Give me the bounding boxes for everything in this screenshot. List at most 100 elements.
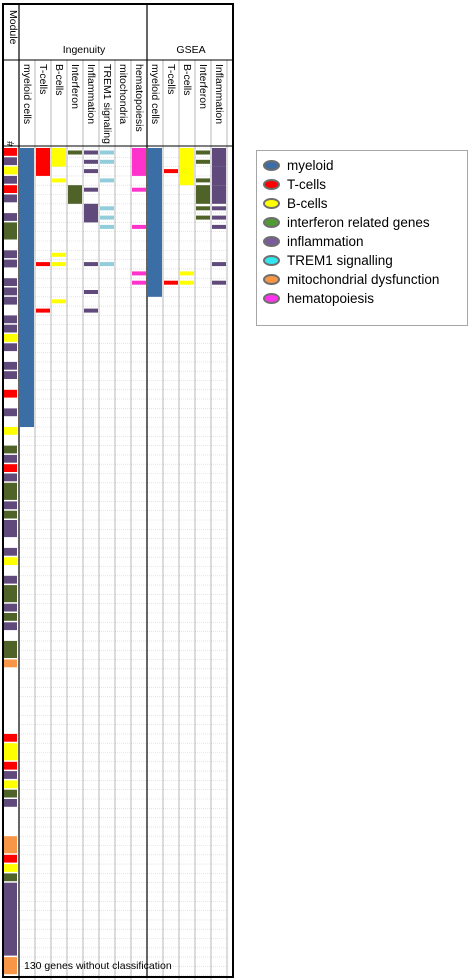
module-stripe-segment [4, 789, 17, 798]
module-stripe-segment [4, 603, 17, 612]
heatmap-cell [196, 215, 210, 220]
heatmap-cell [52, 178, 66, 183]
heatmap-cell [100, 178, 114, 183]
grid-layer [18, 60, 228, 980]
module-stripe-segment [4, 427, 17, 435]
legend-item: inflammation [263, 232, 364, 250]
module-stripe-segment [4, 557, 17, 565]
column-header-ingenuity-6: mitochondria [117, 64, 129, 124]
heatmap-cell [36, 308, 50, 313]
legend-label: myeloid [287, 157, 334, 173]
legend-item: interferon related genes [263, 213, 430, 231]
heatmap-cell [132, 148, 146, 176]
module-stripe-segment [4, 213, 17, 221]
heatmap-cell [196, 206, 210, 211]
module-stripe-segment [4, 771, 17, 779]
heatmap-cell [212, 185, 226, 204]
module-stripe-segment [4, 501, 17, 510]
legend-swatch [263, 235, 280, 247]
legend-label: interferon related genes [287, 214, 430, 230]
legend-swatch [263, 159, 280, 171]
module-stripe-segment [4, 622, 17, 631]
heatmap-cell [52, 148, 66, 167]
module-stripe-segment [4, 780, 17, 789]
legend-item: mitochondrial dysfunction [263, 270, 439, 288]
heatmap-cell [148, 148, 162, 297]
legend-label: mitochondrial dysfunction [287, 271, 440, 287]
legend-item: hematopoiesis [263, 289, 374, 307]
module-stripe-segment [4, 761, 17, 770]
module-stripe-segment [4, 799, 17, 807]
module-stripe-segment [4, 882, 17, 956]
heatmap-cell [212, 262, 226, 267]
column-header-ingenuity-0: myeloid cells [21, 64, 33, 124]
module-stripe-segment [4, 222, 17, 240]
column-header-gsea-0: myeloid cells [149, 64, 161, 124]
module-stripe-segment [4, 445, 17, 454]
heatmap-cell [68, 150, 82, 155]
column-header-ingenuity-3: Interferon [69, 64, 81, 109]
chart-legend: myeloid T-cells B-cells interferon related … [256, 150, 468, 326]
heatmap-cell [132, 280, 146, 285]
heatmap-cell [84, 150, 98, 155]
heatmap-cell [84, 203, 98, 223]
column-header-ingenuity-5: TREM1 signaling [101, 64, 113, 144]
column-header-gsea-1: T-cells [165, 64, 177, 94]
heatmap-cell [212, 215, 226, 220]
footer-note: 130 genes without classification [24, 960, 172, 972]
cell-layer [4, 148, 226, 975]
column-header-gsea-4: Inflammation [213, 64, 225, 124]
module-stripe-segment [4, 287, 17, 296]
module-header: Module [7, 10, 19, 45]
heatmap-cell [196, 185, 210, 204]
heatmap-cell [180, 271, 194, 276]
module-stripe-segment [4, 185, 17, 193]
module-stripe-segment [4, 836, 17, 854]
module-stripe-segment [4, 315, 17, 324]
heatmap-cell [212, 166, 226, 186]
column-header-ingenuity-2: B-cells [53, 64, 65, 96]
module-stripe-segment [4, 278, 17, 286]
column-header-gsea-3: Interferon [197, 64, 209, 109]
module-stripe-segment [4, 334, 17, 342]
module-stripe-segment [4, 464, 17, 472]
module-stripe-segment [4, 482, 17, 500]
heatmap-cell [84, 290, 98, 294]
module-stripe-segment [4, 613, 17, 621]
column-header-ingenuity-7: hematopoiesis [133, 64, 145, 132]
module-stripe-segment [4, 157, 17, 166]
heatmap-cell [212, 224, 226, 229]
group-label-ingenuity: Ingenuity [63, 44, 106, 56]
module-stripe-segment [4, 324, 17, 333]
module-stripe-segment [4, 873, 17, 882]
legend-label: TREM1 signalling [287, 252, 393, 268]
legend-swatch [263, 292, 280, 304]
module-stripe-segment [4, 371, 17, 379]
legend-label: T-cells [287, 176, 327, 192]
heatmap-cell [100, 150, 114, 155]
module-stripe-segment [4, 148, 17, 156]
legend-item: TREM1 signalling [263, 251, 393, 269]
module-stripe-segment [4, 733, 17, 742]
module-stripe-segment [4, 454, 17, 463]
module-stripe-segment [4, 854, 17, 863]
legend-label: inflammation [287, 233, 364, 249]
legend-label: B-cells [287, 195, 328, 211]
module-stripe-segment [4, 585, 17, 603]
header-layer: Module Ingenuity GSEA # myeloid cells T-c… [4, 10, 225, 147]
heatmap-cell [100, 215, 114, 220]
heatmap-frame [2, 3, 234, 978]
group-label-gsea: GSEA [176, 44, 205, 56]
heatmap-cell [196, 178, 210, 183]
legend-swatch [263, 254, 280, 266]
module-stripe-segment [4, 296, 17, 305]
heatmap-cell [20, 148, 34, 427]
module-stripe-segment [4, 659, 17, 668]
heatmap-cell [180, 280, 194, 285]
module-stripe-segment [4, 361, 17, 370]
module-stripe-segment [4, 250, 17, 259]
column-header-gsea-2: B-cells [181, 64, 193, 96]
module-stripe-segment [4, 957, 17, 975]
heatmap-cell [100, 262, 114, 267]
